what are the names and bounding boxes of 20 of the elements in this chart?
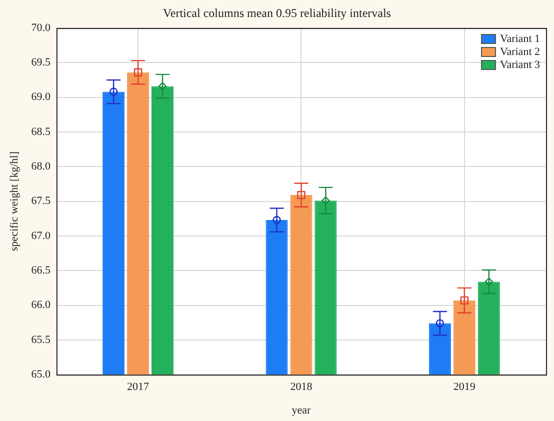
chart-title: Vertical columns mean 0.95 reliability intervals: [162, 6, 392, 21]
y-tick-label: 68.0: [31, 160, 51, 173]
x-axis-title: year: [292, 404, 312, 416]
x-tick-label: 2017: [127, 381, 150, 394]
y-tick-label: 69.0: [31, 91, 51, 104]
y-tick-label: 65.0: [31, 368, 51, 380]
x-tick-label: 2018: [290, 381, 313, 394]
y-tick-label: 66.0: [31, 299, 51, 312]
y-tick-label: 67.5: [31, 195, 51, 208]
legend-label: Variant 1: [500, 32, 540, 44]
y-tick-label: 68.5: [31, 126, 51, 138]
y-tick-label: 67.0: [31, 230, 51, 242]
y-axis-title: specific weight [kg/hl]: [8, 152, 20, 252]
y-tick-label: 69.5: [31, 56, 51, 69]
x-tick-label: 2019: [453, 381, 476, 394]
y-tick-label: 70.0: [31, 22, 51, 34]
legend-label: Variant 3: [500, 58, 540, 70]
y-tick-label: 66.5: [31, 264, 51, 277]
legend-label: Variant 2: [500, 46, 540, 58]
y-tick-label: 65.5: [31, 334, 51, 346]
